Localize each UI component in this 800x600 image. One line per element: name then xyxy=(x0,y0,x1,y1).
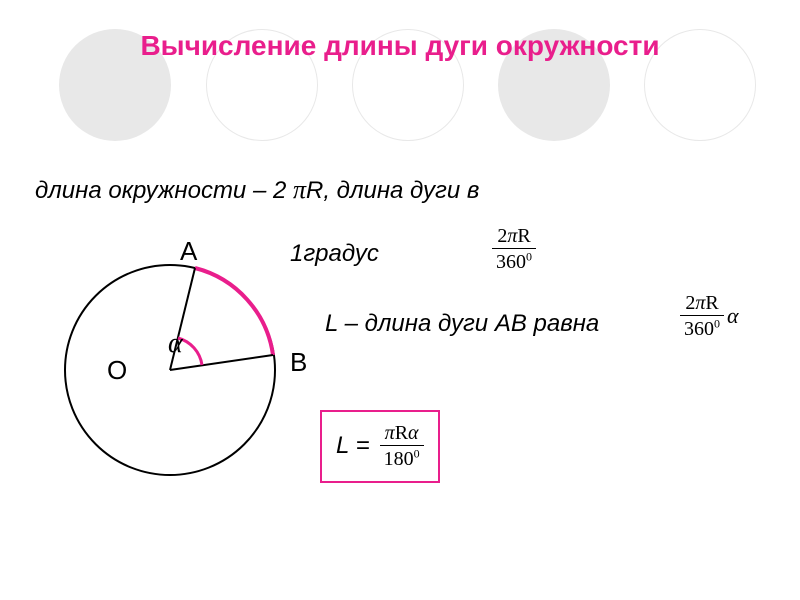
page-title: Вычисление длины дуги окружности xyxy=(0,30,800,62)
f1-numerator: 2πR xyxy=(497,225,530,247)
f3-numerator: πRα xyxy=(385,422,419,444)
circumference-text: длина окружности – 2 πR, длина дуги в xyxy=(35,175,479,205)
f2-alpha: α xyxy=(727,303,739,329)
diagram-arc xyxy=(195,268,273,355)
arc-diagram xyxy=(60,260,285,485)
arc-length-text: L – длина дуги АВ равна xyxy=(325,310,599,338)
f2-denominator: 3600 xyxy=(684,318,720,340)
f1-denominator: 3600 xyxy=(496,251,532,273)
formula-arc-alpha: 2πR 3600 α xyxy=(680,292,739,341)
formula-arc-one-degree: 2πR 3600 xyxy=(492,225,536,274)
pi-symbol-1: π xyxy=(293,175,306,204)
radius-OB xyxy=(170,355,273,370)
L-equals: L = xyxy=(336,432,370,460)
line1-part-a: длина окружности – 2 xyxy=(35,177,286,204)
f3-denominator: 1800 xyxy=(384,448,420,470)
one-degree-label: 1градус xyxy=(290,240,379,268)
f2-numerator: 2πR xyxy=(685,292,718,314)
angle-alpha-label: α xyxy=(168,328,183,360)
center-O-label: О xyxy=(107,355,127,386)
final-formula-box: L = πRα 1800 xyxy=(320,410,440,483)
point-B-label: В xyxy=(290,347,307,378)
line1-part-b: R, длина дуги в xyxy=(306,177,479,204)
